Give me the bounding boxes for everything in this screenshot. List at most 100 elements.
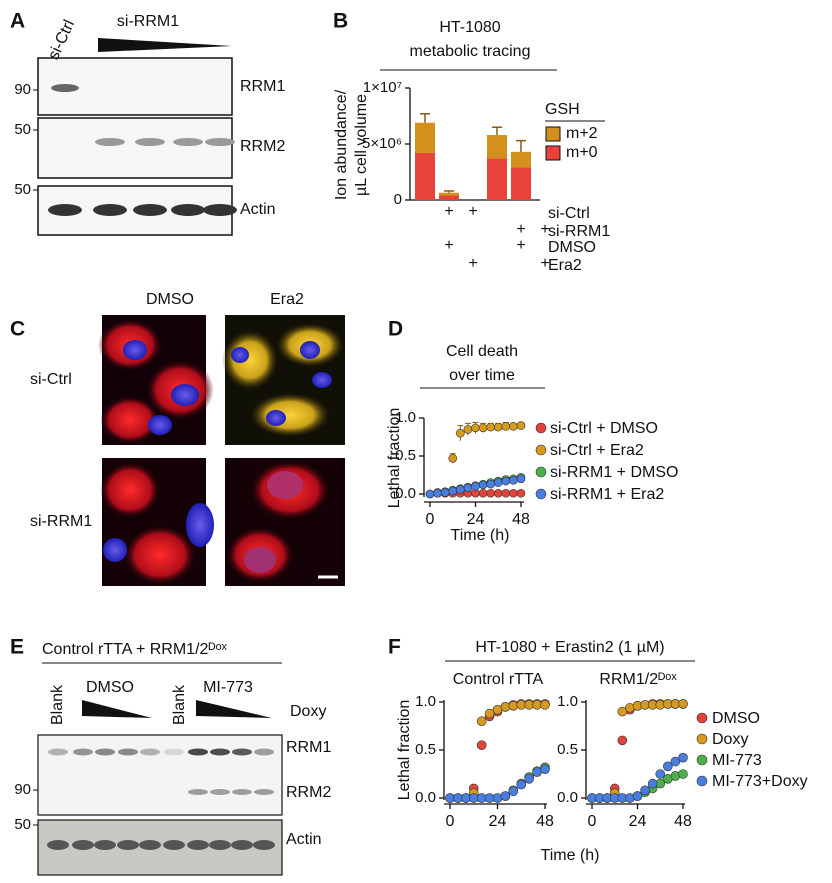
marker-label: 50 bbox=[14, 181, 31, 198]
band bbox=[231, 840, 253, 850]
y-tick-label: 0.0 bbox=[557, 789, 578, 806]
legend-label: DMSO bbox=[712, 710, 760, 727]
data-point bbox=[425, 489, 435, 499]
band-label: RRM1 bbox=[240, 78, 285, 95]
cell bbox=[100, 462, 160, 518]
bar-segment bbox=[439, 192, 459, 196]
marker-label: 90 bbox=[14, 81, 31, 98]
y-axis-label: Lethal fraction bbox=[396, 700, 413, 801]
data-point bbox=[493, 488, 503, 498]
legend-marker bbox=[696, 733, 708, 745]
band-label: RRM1 bbox=[286, 739, 331, 756]
column-label: DMSO bbox=[146, 291, 194, 308]
gradient-wedge bbox=[196, 700, 272, 718]
band bbox=[210, 789, 230, 795]
micrographs bbox=[98, 315, 345, 586]
data-point bbox=[516, 474, 526, 484]
nucleus bbox=[231, 347, 249, 363]
data-point bbox=[509, 422, 518, 431]
data-point bbox=[492, 793, 503, 803]
legend-swatch bbox=[545, 126, 561, 142]
band bbox=[48, 204, 82, 216]
band bbox=[51, 84, 79, 92]
chart-title: metabolic tracing bbox=[410, 43, 531, 60]
band bbox=[48, 748, 68, 756]
band bbox=[139, 840, 161, 850]
cell bbox=[100, 396, 160, 444]
data-point bbox=[501, 476, 511, 486]
data-point bbox=[463, 483, 473, 493]
gradient-wedge bbox=[98, 38, 232, 52]
panel-label: A bbox=[10, 10, 25, 33]
data-point bbox=[617, 706, 628, 717]
data-point bbox=[486, 488, 495, 498]
x-axis-label: Time (h) bbox=[541, 847, 600, 864]
legend-marker bbox=[535, 466, 547, 478]
data-point bbox=[440, 488, 450, 497]
blot-title: Control rTTA + RRM1/2ᴰᵒˣ bbox=[42, 641, 228, 658]
lane-label: DMSO bbox=[86, 679, 134, 696]
lane-label: Blank bbox=[171, 684, 188, 725]
data-point bbox=[478, 480, 488, 490]
condition-label: si-RRM1 bbox=[548, 223, 610, 240]
band-label: RRM2 bbox=[240, 138, 285, 155]
condition-mark: + bbox=[444, 203, 453, 220]
band bbox=[188, 748, 208, 756]
x-tick-label: 48 bbox=[674, 813, 692, 830]
bar-segment bbox=[487, 135, 507, 159]
x-tick-label: 24 bbox=[467, 511, 485, 528]
data-point bbox=[484, 708, 495, 719]
data-point bbox=[516, 488, 526, 498]
data-point bbox=[471, 482, 480, 491]
gradient-wedge bbox=[82, 700, 152, 718]
nucleus bbox=[186, 503, 214, 547]
data-point bbox=[509, 488, 518, 498]
condition-mark: + bbox=[516, 221, 525, 238]
band bbox=[173, 138, 203, 146]
data-point bbox=[524, 773, 534, 784]
band bbox=[47, 840, 69, 850]
condition-mark: + bbox=[540, 221, 549, 238]
data-point bbox=[478, 488, 488, 498]
x-tick-label: 48 bbox=[512, 511, 530, 528]
data-point bbox=[678, 699, 688, 709]
data-point bbox=[500, 701, 511, 712]
condition-mark: + bbox=[468, 255, 477, 272]
data-point bbox=[456, 485, 465, 494]
panel-label: E bbox=[10, 636, 24, 659]
marker-label: 50 bbox=[14, 121, 31, 138]
legend-label: si-Ctrl + Era2 bbox=[550, 442, 644, 459]
cell bbox=[250, 393, 330, 437]
marker-label: 50 bbox=[14, 816, 31, 833]
legend-title: GSH bbox=[545, 101, 580, 118]
band bbox=[118, 748, 138, 756]
data-point bbox=[540, 764, 550, 775]
condition-label: Era2 bbox=[548, 257, 582, 274]
y-tick-label: 1.0 bbox=[395, 409, 416, 426]
data-point bbox=[509, 476, 518, 485]
data-point bbox=[508, 786, 519, 797]
band bbox=[254, 748, 274, 756]
y-tick-label: 0 bbox=[394, 191, 402, 208]
band bbox=[232, 748, 252, 756]
legend-label: Doxy bbox=[712, 731, 748, 748]
data-point bbox=[463, 425, 473, 434]
data-point bbox=[500, 791, 511, 801]
data-point bbox=[486, 422, 495, 432]
data-point bbox=[471, 423, 480, 433]
x-tick-label: 0 bbox=[588, 813, 597, 830]
condition-mark: + bbox=[516, 237, 525, 254]
band bbox=[232, 789, 252, 795]
bar-segment bbox=[415, 152, 435, 200]
nucleus bbox=[267, 471, 303, 499]
lane-label: Blank bbox=[49, 684, 66, 725]
legend-swatch bbox=[545, 145, 561, 161]
band bbox=[171, 204, 205, 216]
data-point bbox=[476, 740, 487, 751]
band-label: Actin bbox=[286, 831, 322, 848]
band bbox=[95, 138, 125, 146]
data-point bbox=[516, 779, 527, 790]
band bbox=[93, 204, 127, 216]
y-tick-label: 0.5 bbox=[395, 447, 416, 464]
band bbox=[94, 840, 116, 850]
